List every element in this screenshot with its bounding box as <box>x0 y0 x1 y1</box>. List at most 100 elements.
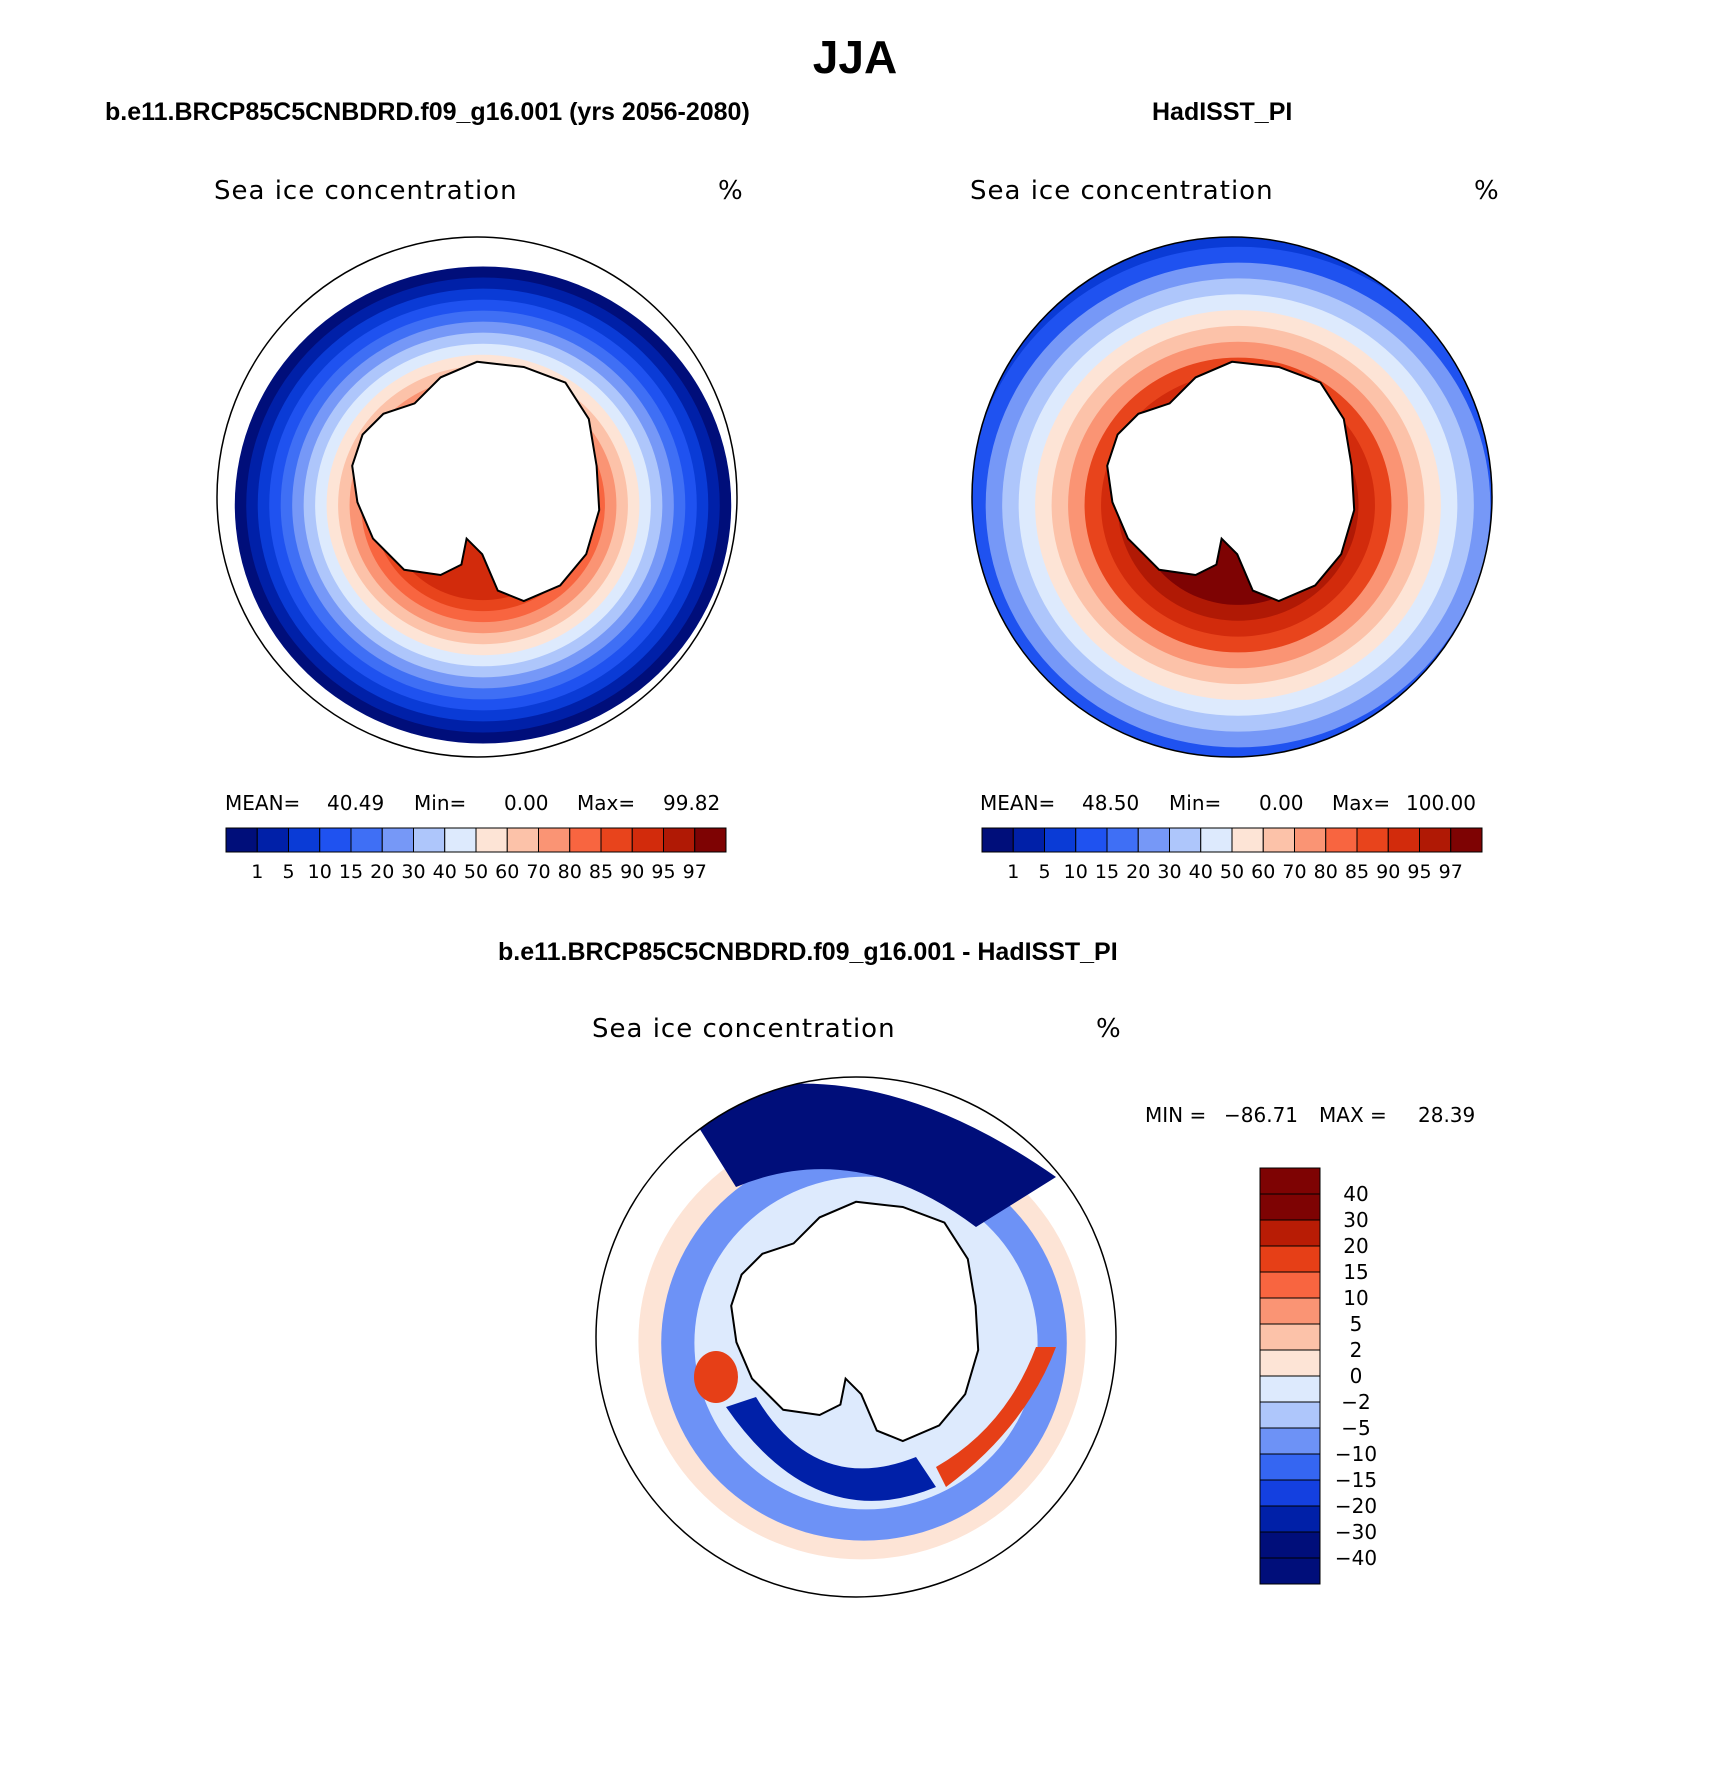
diff-colorbar-tick-label: 0 <box>1350 1364 1363 1388</box>
right-colorbar-swatch <box>1325 827 1358 853</box>
diff-colorbar-swatch <box>1259 1193 1321 1221</box>
left-max-value: 99.82 <box>663 791 721 815</box>
diff-diff-band <box>694 1351 738 1403</box>
diff-colorbar-tick-label: 30 <box>1343 1208 1368 1232</box>
right-colorbar-swatch <box>1169 827 1202 853</box>
left-colorbar-swatch <box>225 827 258 853</box>
diff-colorbar-swatch <box>1259 1557 1321 1585</box>
diff-colorbar-swatch <box>1259 1167 1321 1195</box>
diff-colorbar-tick-label: −40 <box>1335 1546 1377 1570</box>
diff-colorbar-swatch <box>1259 1427 1321 1455</box>
diff-diff-band <box>936 1347 1056 1487</box>
diff-min-label: MIN = <box>1145 1103 1207 1127</box>
right-min-label: Min= <box>1169 791 1222 815</box>
diff-colorbar-tick-label: 5 <box>1350 1312 1363 1336</box>
left-colorbar-tick-label: 80 <box>558 861 582 883</box>
diff-colorbar-tick-label: −30 <box>1335 1520 1377 1544</box>
left-colorbar-swatch <box>538 827 571 853</box>
diff-colorbar-tick-label: −20 <box>1335 1494 1377 1518</box>
right-colorbar-tick-label: 90 <box>1376 861 1400 883</box>
left-mean-label: MEAN= <box>225 791 301 815</box>
left-colorbar-swatch <box>475 827 508 853</box>
left-antarctica-outline <box>351 360 601 603</box>
diff-colorbar-swatch <box>1259 1505 1321 1533</box>
diff-diff-band <box>686 1083 1056 1227</box>
left-colorbar: 1 5 10 15 20 30 40 50 60 70 80 85 90 95 97 <box>225 827 727 883</box>
diff-colorbar-tick-label: −5 <box>1341 1416 1370 1440</box>
left-colorbar-tick-label: 5 <box>282 861 294 883</box>
left-max-label: Max= <box>577 791 636 815</box>
left-colorbar-swatch <box>631 827 664 853</box>
right-colorbar-swatch <box>1262 827 1295 853</box>
right-colorbar-swatch <box>1387 827 1420 853</box>
right-colorbar-tick-label: 60 <box>1251 861 1275 883</box>
right-antarctica-outline <box>1106 360 1356 603</box>
right-colorbar-tick-label: 50 <box>1220 861 1244 883</box>
right-variable-label: Sea ice concentration <box>970 176 1274 206</box>
right-colorbar-swatch <box>1356 827 1389 853</box>
right-colorbar-swatch <box>981 827 1014 853</box>
diff-panel-title: b.e11.BRCP85C5CNBDRD.f09_g16.001 - HadIS… <box>498 938 1118 966</box>
left-colorbar-swatch <box>413 827 446 853</box>
diff-colorbar-tick-label: −15 <box>1335 1468 1377 1492</box>
left-colorbar-swatch <box>288 827 321 853</box>
right-mean-value: 48.50 <box>1082 791 1140 815</box>
diff-unit-label: % <box>1096 1014 1122 1044</box>
diff-colorbar-tick-label: −2 <box>1341 1390 1370 1414</box>
diff-colorbar-swatch <box>1259 1323 1321 1351</box>
diff-colorbar-swatch <box>1259 1479 1321 1507</box>
diff-colorbar-swatch <box>1259 1401 1321 1429</box>
diff-colorbar-tick-label: 15 <box>1343 1260 1368 1284</box>
left-colorbar-tick-label: 20 <box>370 861 394 883</box>
right-colorbar-tick-label: 1 <box>1007 861 1019 883</box>
right-colorbar: 1 5 10 15 20 30 40 50 60 70 80 85 90 95 97 <box>981 827 1483 883</box>
left-unit-label: % <box>718 176 744 206</box>
left-colorbar-swatch <box>663 827 696 853</box>
left-colorbar-tick-label: 1 <box>251 861 263 883</box>
left-map-border <box>216 236 738 758</box>
right-colorbar-tick-label: 80 <box>1314 861 1338 883</box>
left-colorbar-tick-label: 10 <box>308 861 332 883</box>
right-max-label: Max= <box>1332 791 1391 815</box>
right-mean-label: MEAN= <box>980 791 1056 815</box>
left-colorbar-tick-label: 90 <box>620 861 644 883</box>
right-colorbar-tick-label: 97 <box>1439 861 1463 883</box>
diff-colorbar-tick-label: 40 <box>1343 1182 1368 1206</box>
left-colorbar-swatch <box>444 827 477 853</box>
diff-colorbar-swatch <box>1259 1219 1321 1247</box>
right-colorbar-swatch <box>1044 827 1077 853</box>
left-variable-label: Sea ice concentration <box>214 176 518 206</box>
right-colorbar-tick-label: 95 <box>1407 861 1431 883</box>
left-colorbar-tick-label: 85 <box>589 861 613 883</box>
right-max-value: 100.00 <box>1406 791 1476 815</box>
left-colorbar-swatch <box>569 827 602 853</box>
right-colorbar-tick-label: 5 <box>1038 861 1050 883</box>
left-colorbar-tick-label: 97 <box>683 861 707 883</box>
main-title: JJA <box>812 31 898 83</box>
left-colorbar-tick-label: 15 <box>339 861 363 883</box>
right-colorbar-swatch <box>1137 827 1170 853</box>
left-colorbar-swatch <box>350 827 383 853</box>
left-colorbar-swatch <box>694 827 727 853</box>
right-colorbar-tick-label: 70 <box>1282 861 1306 883</box>
right-colorbar-swatch <box>1106 827 1139 853</box>
left-colorbar-tick-label: 95 <box>651 861 675 883</box>
diff-colorbar-swatch <box>1259 1375 1321 1403</box>
left-colorbar-swatch <box>381 827 414 853</box>
diff-colorbar-tick-label: 10 <box>1343 1286 1368 1310</box>
left-colorbar-tick-label: 30 <box>401 861 425 883</box>
diff-colorbar-swatch <box>1259 1531 1321 1559</box>
diff-max-label: MAX = <box>1319 1103 1387 1127</box>
diff-diff-band <box>726 1397 936 1501</box>
right-colorbar-tick-label: 15 <box>1095 861 1119 883</box>
right-colorbar-swatch <box>1450 827 1483 853</box>
left-colorbar-swatch <box>600 827 633 853</box>
right-colorbar-tick-label: 10 <box>1064 861 1088 883</box>
right-colorbar-swatch <box>1075 827 1108 853</box>
diff-map-border <box>595 1076 1117 1598</box>
diff-colorbar-swatch <box>1259 1297 1321 1325</box>
diff-colorbar-swatch <box>1259 1349 1321 1377</box>
left-colorbar-swatch <box>319 827 352 853</box>
left-colorbar-tick-label: 40 <box>433 861 457 883</box>
